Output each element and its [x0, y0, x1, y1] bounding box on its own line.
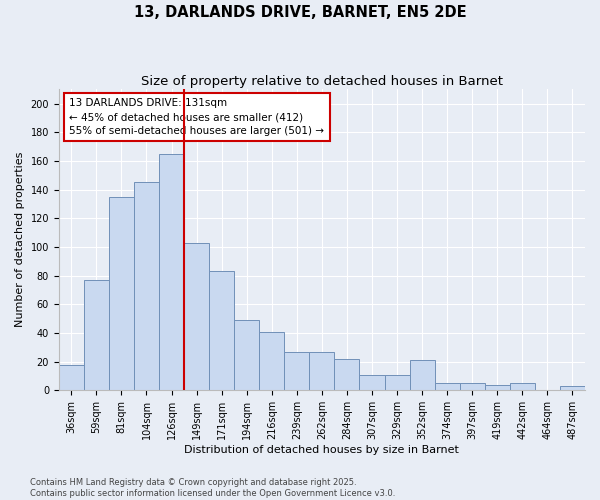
Bar [59, 364, 84, 390]
Bar [84, 280, 109, 390]
Bar [159, 154, 184, 390]
Bar [385, 374, 410, 390]
Bar [259, 332, 284, 390]
Bar [184, 242, 209, 390]
Bar [334, 359, 359, 390]
Bar [109, 196, 134, 390]
Bar [310, 352, 334, 391]
Bar [209, 272, 234, 390]
Text: Contains HM Land Registry data © Crown copyright and database right 2025.
Contai: Contains HM Land Registry data © Crown c… [30, 478, 395, 498]
Bar [134, 182, 159, 390]
Text: 13 DARLANDS DRIVE: 131sqm
← 45% of detached houses are smaller (412)
55% of semi: 13 DARLANDS DRIVE: 131sqm ← 45% of detac… [70, 98, 325, 136]
X-axis label: Distribution of detached houses by size in Barnet: Distribution of detached houses by size … [184, 445, 460, 455]
Text: 13, DARLANDS DRIVE, BARNET, EN5 2DE: 13, DARLANDS DRIVE, BARNET, EN5 2DE [134, 5, 466, 20]
Bar [284, 352, 310, 391]
Bar [234, 320, 259, 390]
Bar [410, 360, 434, 390]
Bar [560, 386, 585, 390]
Bar [460, 383, 485, 390]
Y-axis label: Number of detached properties: Number of detached properties [15, 152, 25, 328]
Title: Size of property relative to detached houses in Barnet: Size of property relative to detached ho… [141, 75, 503, 88]
Bar [485, 384, 510, 390]
Bar [434, 383, 460, 390]
Bar [359, 374, 385, 390]
Bar [510, 383, 535, 390]
